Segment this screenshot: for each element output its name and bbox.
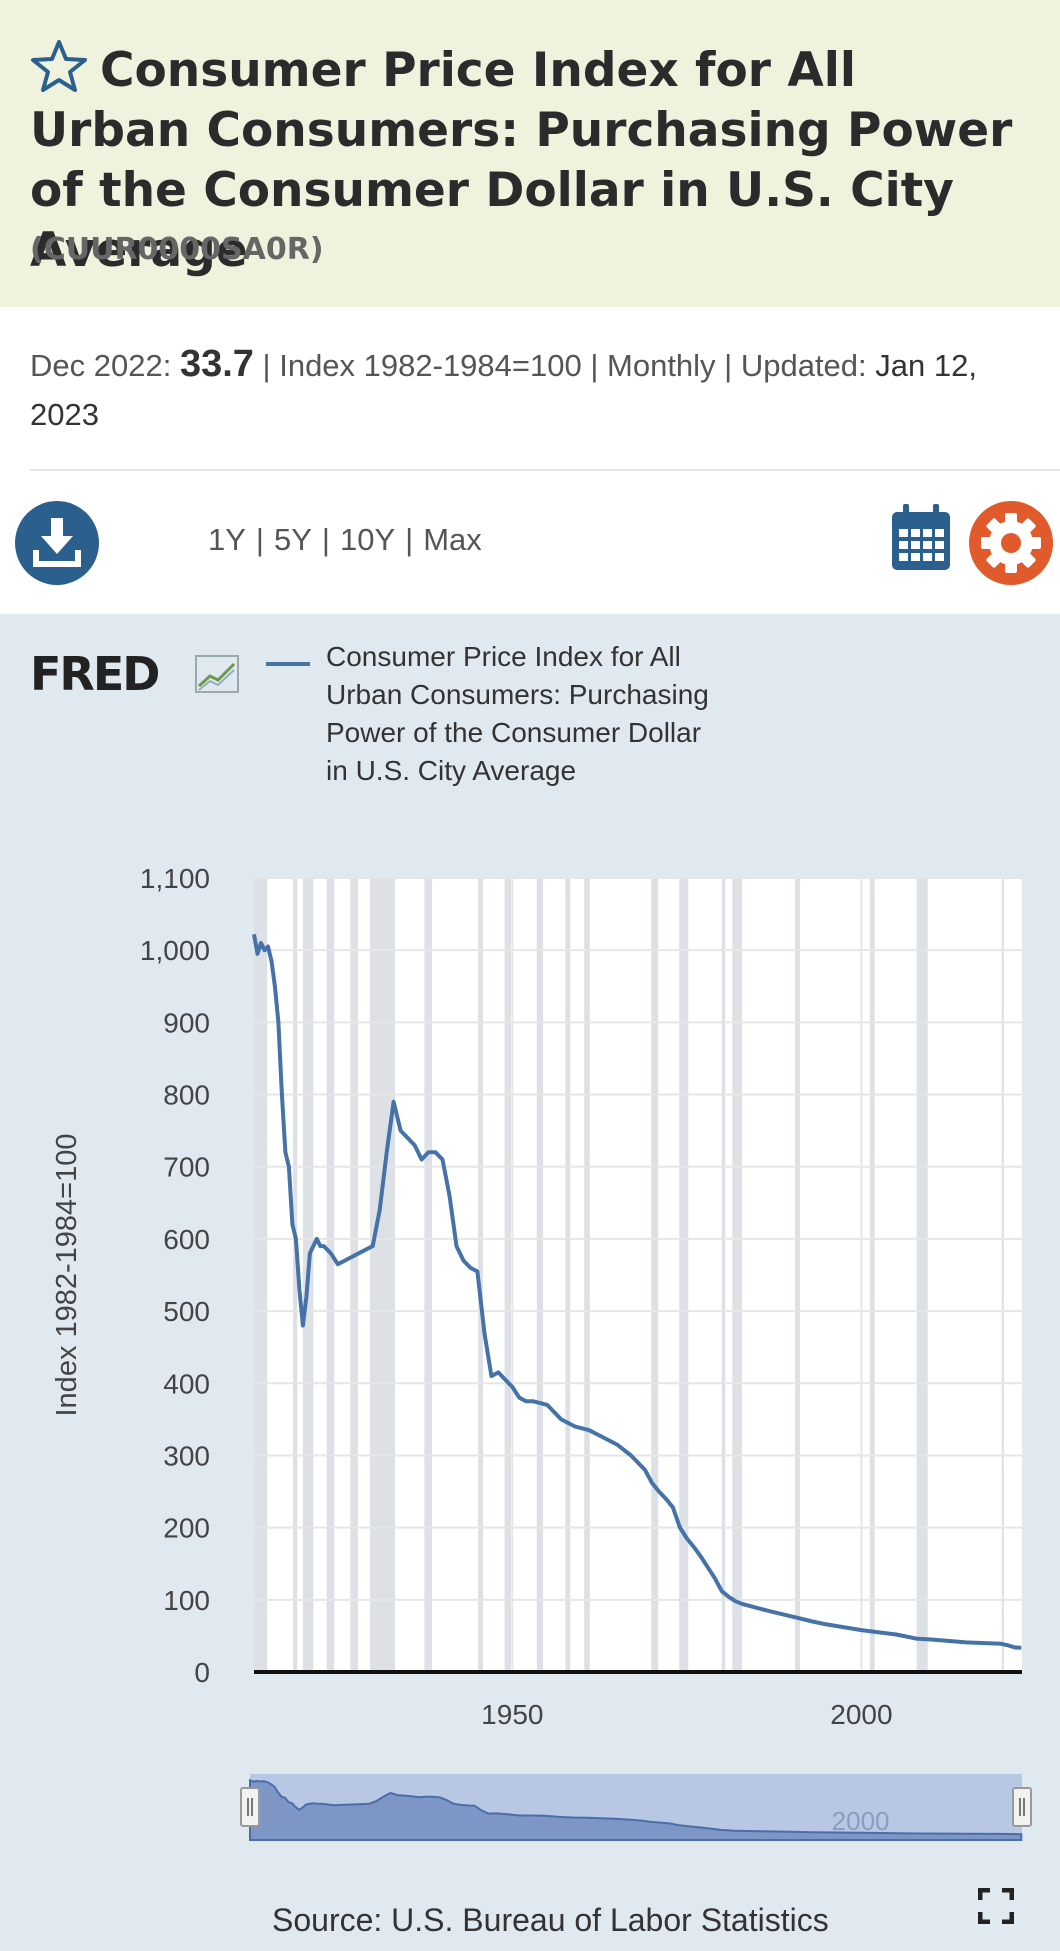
updated-date: Jan 12, 2023: [30, 348, 977, 432]
recession-band: [424, 878, 433, 1672]
range-max[interactable]: Max: [423, 522, 482, 557]
y-tick-label: 100: [163, 1585, 210, 1616]
recession-band: [369, 878, 396, 1672]
recession-band: [565, 878, 571, 1672]
page-title: Consumer Price Index for All Urban Consu…: [30, 40, 1030, 281]
latest-value: 33.7: [179, 343, 254, 385]
y-tick-label: 500: [163, 1296, 210, 1327]
recession-band: [1001, 878, 1004, 1672]
recession-band: [869, 878, 875, 1672]
fred-logo: FRED: [30, 647, 245, 705]
y-tick-label: 300: [163, 1440, 210, 1471]
series-meta: Dec 2022: 33.7 | Index 1982-1984=100 | M…: [30, 340, 1040, 439]
gear-icon: [969, 501, 1053, 585]
calendar-icon: [892, 504, 950, 570]
page-title-text: Consumer Price Index for All Urban Consu…: [30, 43, 1013, 278]
recession-band: [679, 878, 689, 1672]
recession-band: [795, 878, 800, 1672]
y-axis-title: Index 1982-1984=100: [51, 1133, 83, 1416]
recession-band: [326, 878, 335, 1672]
navigator-handle-right[interactable]: [1012, 1787, 1032, 1827]
plot-background: [254, 878, 1022, 1672]
x-tick-label: 2000: [830, 1699, 892, 1730]
navigator-series: [249, 1778, 1023, 1841]
recession-band: [651, 878, 659, 1672]
y-tick-label: 1,000: [140, 935, 210, 966]
calendar-button[interactable]: [890, 502, 952, 574]
star-icon[interactable]: [30, 40, 88, 92]
navigator-tick-label: 2000: [832, 1806, 890, 1836]
legend-swatch: [266, 662, 310, 666]
fred-logo-text: FRED: [30, 648, 158, 700]
date-range-selector: 1Y | 5Y | 10Y | Max: [208, 522, 482, 558]
series-id: (CUUR0000SA0R): [30, 232, 324, 267]
y-tick-label: 600: [163, 1224, 210, 1255]
y-tick-label: 0: [194, 1657, 210, 1688]
divider: [30, 469, 1060, 471]
recession-band: [504, 878, 511, 1672]
series-header: Consumer Price Index for All Urban Consu…: [0, 0, 1060, 307]
legend-label: Consumer Price Index for All Urban Consu…: [326, 641, 709, 786]
chart-svg[interactable]: 0 100 200 300 400 500 600 700 800 900 1,000 1,100 19…: [0, 614, 1060, 1951]
recession-band: [721, 878, 726, 1672]
download-button[interactable]: [14, 500, 100, 586]
chart-toolbar: 1Y | 5Y | 10Y | Max: [0, 490, 1060, 590]
navigator-handle-left[interactable]: [240, 1787, 260, 1827]
y-tick-label: 200: [163, 1513, 210, 1544]
units-frequency: | Index 1982-1984=100 | Monthly | Update…: [262, 348, 867, 383]
recession-band: [478, 878, 484, 1672]
range-5y[interactable]: 5Y: [273, 522, 312, 557]
range-1y[interactable]: 1Y: [208, 522, 246, 557]
source-note: Source: U.S. Bureau of Labor Statistics: [272, 1902, 829, 1938]
period-label: Dec 2022:: [30, 348, 172, 383]
y-tick-label: 700: [163, 1152, 210, 1183]
y-tick-label: 400: [163, 1368, 210, 1399]
recession-band: [350, 878, 359, 1672]
recession-band: [584, 878, 590, 1672]
title-block: Consumer Price Index for All Urban Consu…: [30, 40, 1030, 281]
recession-band: [293, 878, 298, 1672]
settings-button[interactable]: [968, 500, 1054, 586]
download-icon: [15, 501, 99, 585]
series-line[interactable]: [252, 933, 1022, 1650]
y-tick-label: 900: [163, 1007, 210, 1038]
range-10y[interactable]: 10Y: [339, 522, 396, 557]
y-tick-label: 800: [163, 1080, 210, 1111]
range-separator: |: [405, 522, 414, 557]
x-tick-label: 1950: [481, 1699, 543, 1730]
chart-container: 0 100 200 300 400 500 600 700 800 900 1,000 1,100 19…: [0, 614, 1060, 1951]
recession-band: [916, 878, 928, 1672]
range-separator: |: [255, 522, 264, 557]
fullscreen-icon[interactable]: [977, 1887, 1015, 1925]
recession-band: [536, 878, 544, 1672]
recession-band: [254, 878, 268, 1672]
recession-band: [732, 878, 743, 1672]
y-tick-label: 1,100: [140, 863, 210, 894]
range-separator: |: [321, 522, 330, 557]
